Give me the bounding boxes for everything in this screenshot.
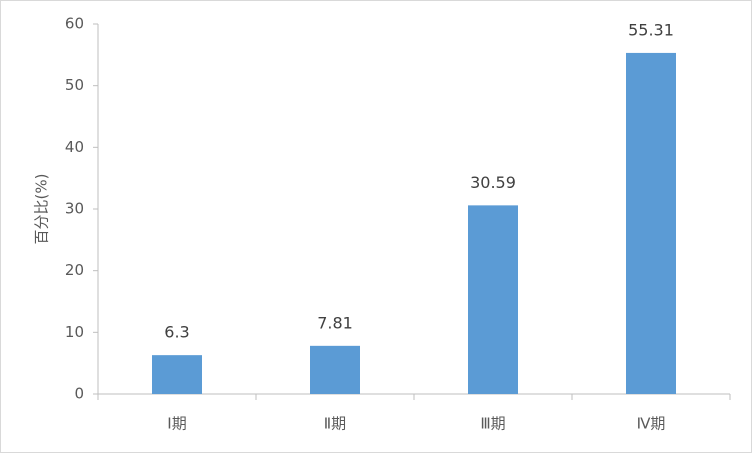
x-tick-label: Ⅱ期 bbox=[324, 415, 346, 433]
x-tick-label: Ⅰ期 bbox=[167, 415, 186, 433]
y-tick-label: 50 bbox=[65, 76, 84, 94]
y-tick-label: 10 bbox=[65, 323, 84, 341]
data-label: 7.81 bbox=[317, 313, 353, 332]
data-label: 6.3 bbox=[164, 323, 189, 342]
bar bbox=[310, 345, 360, 394]
x-tick-label: Ⅳ期 bbox=[637, 415, 666, 433]
y-tick-label: 60 bbox=[65, 15, 84, 33]
data-label: 55.31 bbox=[628, 20, 674, 39]
bar bbox=[152, 355, 202, 394]
data-label: 30.59 bbox=[470, 173, 516, 192]
bar bbox=[626, 52, 676, 395]
x-tick-label: Ⅲ期 bbox=[480, 415, 505, 433]
y-tick-label: 40 bbox=[65, 138, 84, 156]
y-tick-label: 0 bbox=[74, 385, 84, 403]
y-tick-label: 20 bbox=[65, 261, 84, 279]
y-axis-label: 百分比(%) bbox=[33, 174, 51, 245]
bar bbox=[468, 205, 518, 394]
y-tick-label: 30 bbox=[65, 200, 84, 218]
